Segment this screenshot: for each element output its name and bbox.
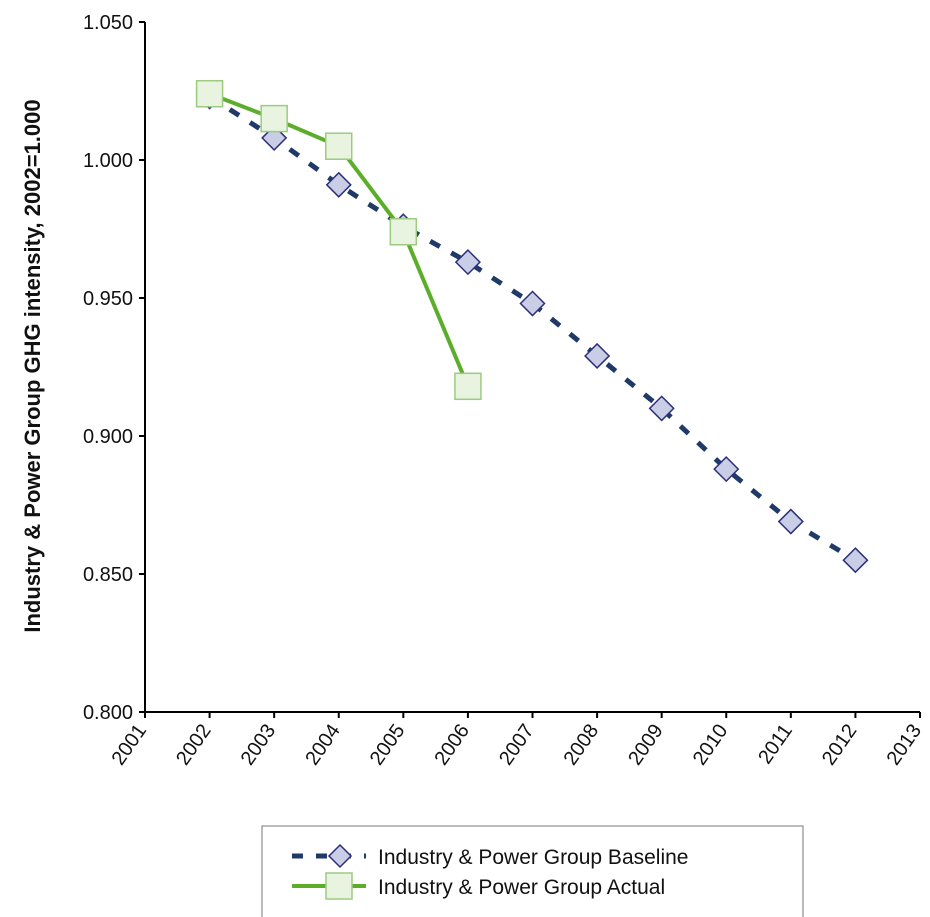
series-baseline-line (208, 94, 857, 563)
x-tick-label: 2009 (624, 720, 668, 769)
actual-point-square (195, 80, 224, 108)
x-tick-label: 2007 (495, 720, 539, 769)
baseline-point-diamond (584, 342, 611, 370)
series-layer (195, 80, 869, 574)
y-tick-label: 0.800 (83, 702, 133, 724)
y-tick-label: 1.050 (83, 12, 133, 34)
actual-point-square (389, 218, 418, 246)
x-tick-label: 2008 (560, 720, 604, 769)
x-tick-label: 2010 (689, 720, 733, 769)
actual-point-square (325, 132, 353, 160)
x-tick-label: 2011 (754, 720, 797, 768)
legend-item-actual: Industry & Power Group Actual (292, 872, 665, 900)
x-tick-label: 2012 (818, 720, 862, 769)
x-tick-label: 2006 (430, 720, 474, 769)
y-tick-label: 0.850 (83, 564, 133, 586)
baseline-point-diamond (454, 249, 481, 276)
y-ticks: 0.800 0.850 0.900 0.950 1.000 1.050 (83, 12, 145, 724)
legend-baseline-diamond-icon (327, 843, 353, 869)
y-tick-label: 0.900 (83, 426, 133, 448)
legend-actual-label: Industry & Power Group Actual (378, 876, 665, 899)
legend: Industry & Power Group Baseline Industry… (261, 825, 804, 917)
baseline-point-diamond (648, 395, 675, 422)
legend-actual-square-icon (325, 872, 353, 900)
baseline-point-diamond (777, 508, 804, 535)
x-tick-label: 2002 (172, 720, 216, 769)
y-tick-label: 1.000 (83, 150, 133, 172)
actual-point-square (260, 104, 288, 133)
legend-baseline-label: Industry & Power Group Baseline (378, 846, 689, 869)
x-tick-label: 2013 (883, 720, 927, 769)
actual-point-square (454, 372, 482, 401)
legend-item-baseline: Industry & Power Group Baseline (292, 843, 689, 869)
legend-box (261, 825, 804, 917)
series-actual (195, 80, 482, 401)
x-tick-label: 2001 (108, 720, 152, 769)
y-axis-title: Industry & Power Group GHG intensity, 20… (20, 99, 45, 632)
y-tick-label: 0.950 (83, 288, 133, 310)
baseline-point-diamond (713, 456, 740, 483)
baseline-point-diamond (519, 290, 546, 317)
x-tick-label: 2005 (366, 720, 410, 769)
x-ticks: 2001 2002 2003 2004 2005 2006 2007 2008 2009 2010… (108, 712, 927, 769)
series-baseline (196, 83, 869, 574)
baseline-point-diamond (325, 171, 352, 198)
x-tick-label: 2004 (301, 720, 345, 769)
baseline-point-diamond (842, 547, 869, 574)
x-tick-label: 2003 (237, 720, 281, 769)
